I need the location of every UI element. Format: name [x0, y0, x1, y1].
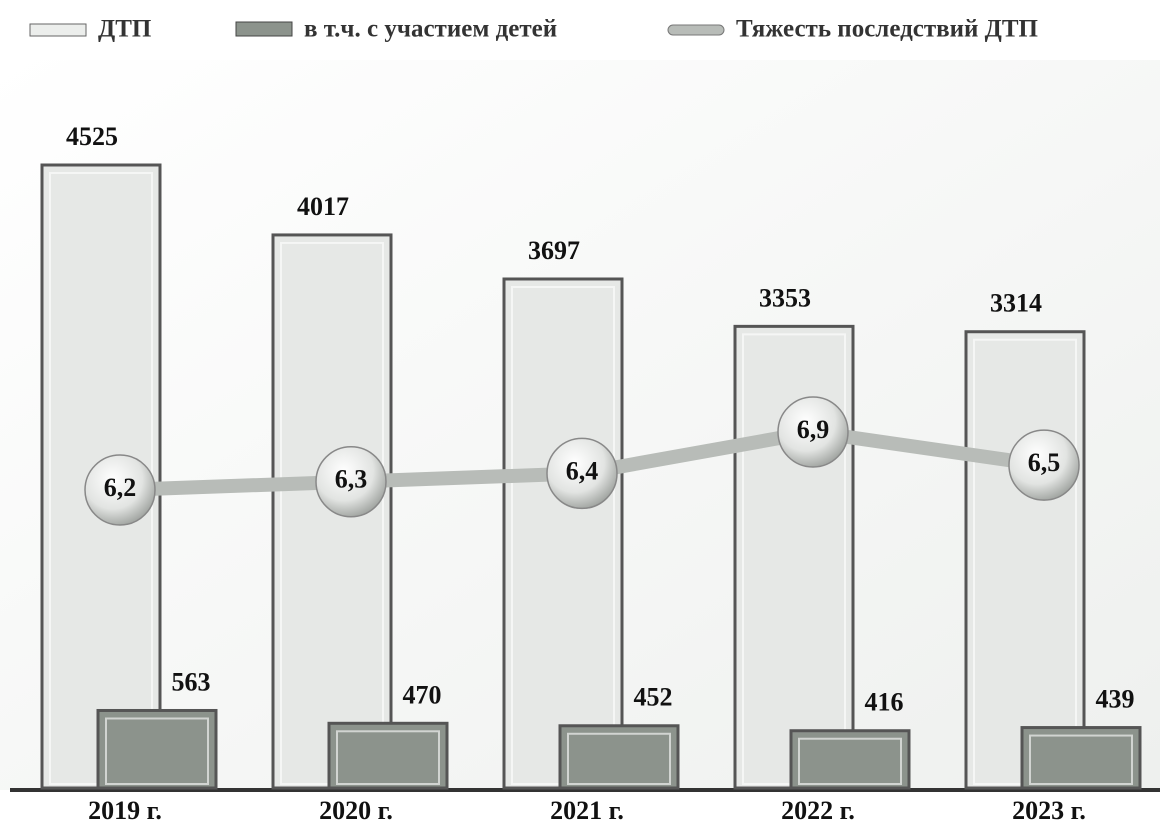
bar-inner — [798, 737, 902, 785]
legend: ДТП в т.ч. с участием детей Тяжесть посл… — [29, 16, 1038, 43]
line-marker — [1008, 429, 1080, 501]
value-label: 3697 — [528, 236, 580, 265]
value-label: 6,3 — [335, 465, 368, 494]
bar — [502, 277, 624, 790]
bar — [327, 721, 449, 790]
value-label: 3314 — [990, 289, 1042, 318]
value-label: 3353 — [759, 283, 811, 312]
bar — [733, 324, 855, 790]
legend-label: в т.ч. с участием детей — [304, 16, 557, 43]
value-label: 4525 — [66, 122, 118, 151]
bar — [96, 708, 218, 790]
legend-swatch — [235, 21, 293, 37]
value-label: 439 — [1096, 685, 1135, 714]
x-tick-label: 2020 г. — [319, 796, 393, 825]
value-label: 6,9 — [797, 415, 830, 444]
x-tick-label: 2021 г. — [550, 796, 624, 825]
bar-inner — [1029, 734, 1133, 785]
bar — [558, 724, 680, 790]
line-marker — [546, 437, 618, 510]
value-label: 6,4 — [566, 456, 599, 485]
line-marker — [84, 454, 156, 526]
bar — [1020, 726, 1142, 790]
x-tick-label: 2022 г. — [781, 796, 855, 825]
value-label: 6,2 — [104, 473, 137, 502]
legend-label: ДТП — [98, 16, 151, 43]
bar-inner — [105, 717, 209, 785]
value-label: 6,5 — [1028, 448, 1061, 477]
value-label: 563 — [172, 667, 211, 696]
value-label: 470 — [403, 680, 442, 709]
x-tick-label: 2023 г. — [1012, 796, 1086, 825]
bar — [789, 729, 911, 790]
bar-inner — [567, 732, 671, 786]
legend-swatch — [667, 24, 725, 36]
bar-inner — [336, 730, 440, 785]
legend-label: Тяжесть последствий ДТП — [736, 16, 1038, 43]
x-tick-label: 2019 г. — [88, 796, 162, 825]
line-marker — [315, 445, 387, 518]
line-marker — [777, 396, 849, 468]
value-label: 416 — [865, 688, 904, 717]
legend-swatch — [29, 23, 87, 37]
value-label: 452 — [634, 683, 673, 712]
bar — [964, 330, 1086, 790]
value-label: 4017 — [297, 192, 349, 221]
